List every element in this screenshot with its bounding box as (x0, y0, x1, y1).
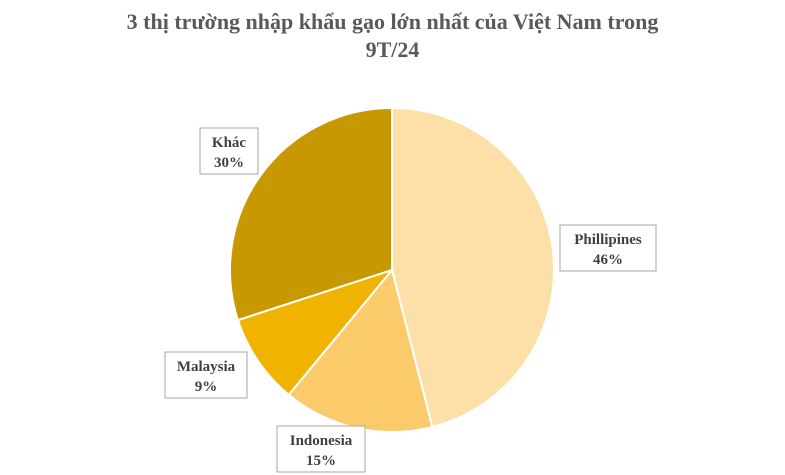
data-label-value: 46% (593, 252, 623, 268)
data-label-indonesia: Indonesia 15% (276, 425, 366, 473)
data-label-box (559, 224, 657, 272)
data-label-value: 15% (306, 453, 336, 469)
data-label-box (199, 127, 259, 175)
pie-slice-phillipines (391, 106, 555, 429)
data-label-category: Phillipines (574, 232, 642, 248)
data-label-malaysia: Malaysia 9% (164, 351, 248, 399)
data-label-category: Indonesia (290, 433, 353, 449)
data-label-category: Khác (212, 135, 247, 151)
chart-title: 3 thị trường nhập khẩu gạo lớn nhất của … (0, 8, 785, 64)
chart-title-line2: 9T/24 (365, 37, 420, 62)
chart-title-line1: 3 thị trường nhập khẩu gạo lớn nhất của … (126, 9, 659, 34)
data-label-phillipines: Phillipines 46% (559, 224, 657, 272)
data-label-category: Malaysia (177, 359, 236, 375)
pie-slice-malaysia (236, 267, 395, 397)
data-label-box (276, 425, 366, 473)
data-label-box (164, 351, 248, 399)
pie-slice-khác (229, 106, 393, 322)
data-label-value: 30% (214, 155, 244, 171)
data-label-value: 9% (195, 379, 218, 395)
data-label-khác: Khác 30% (199, 127, 259, 175)
